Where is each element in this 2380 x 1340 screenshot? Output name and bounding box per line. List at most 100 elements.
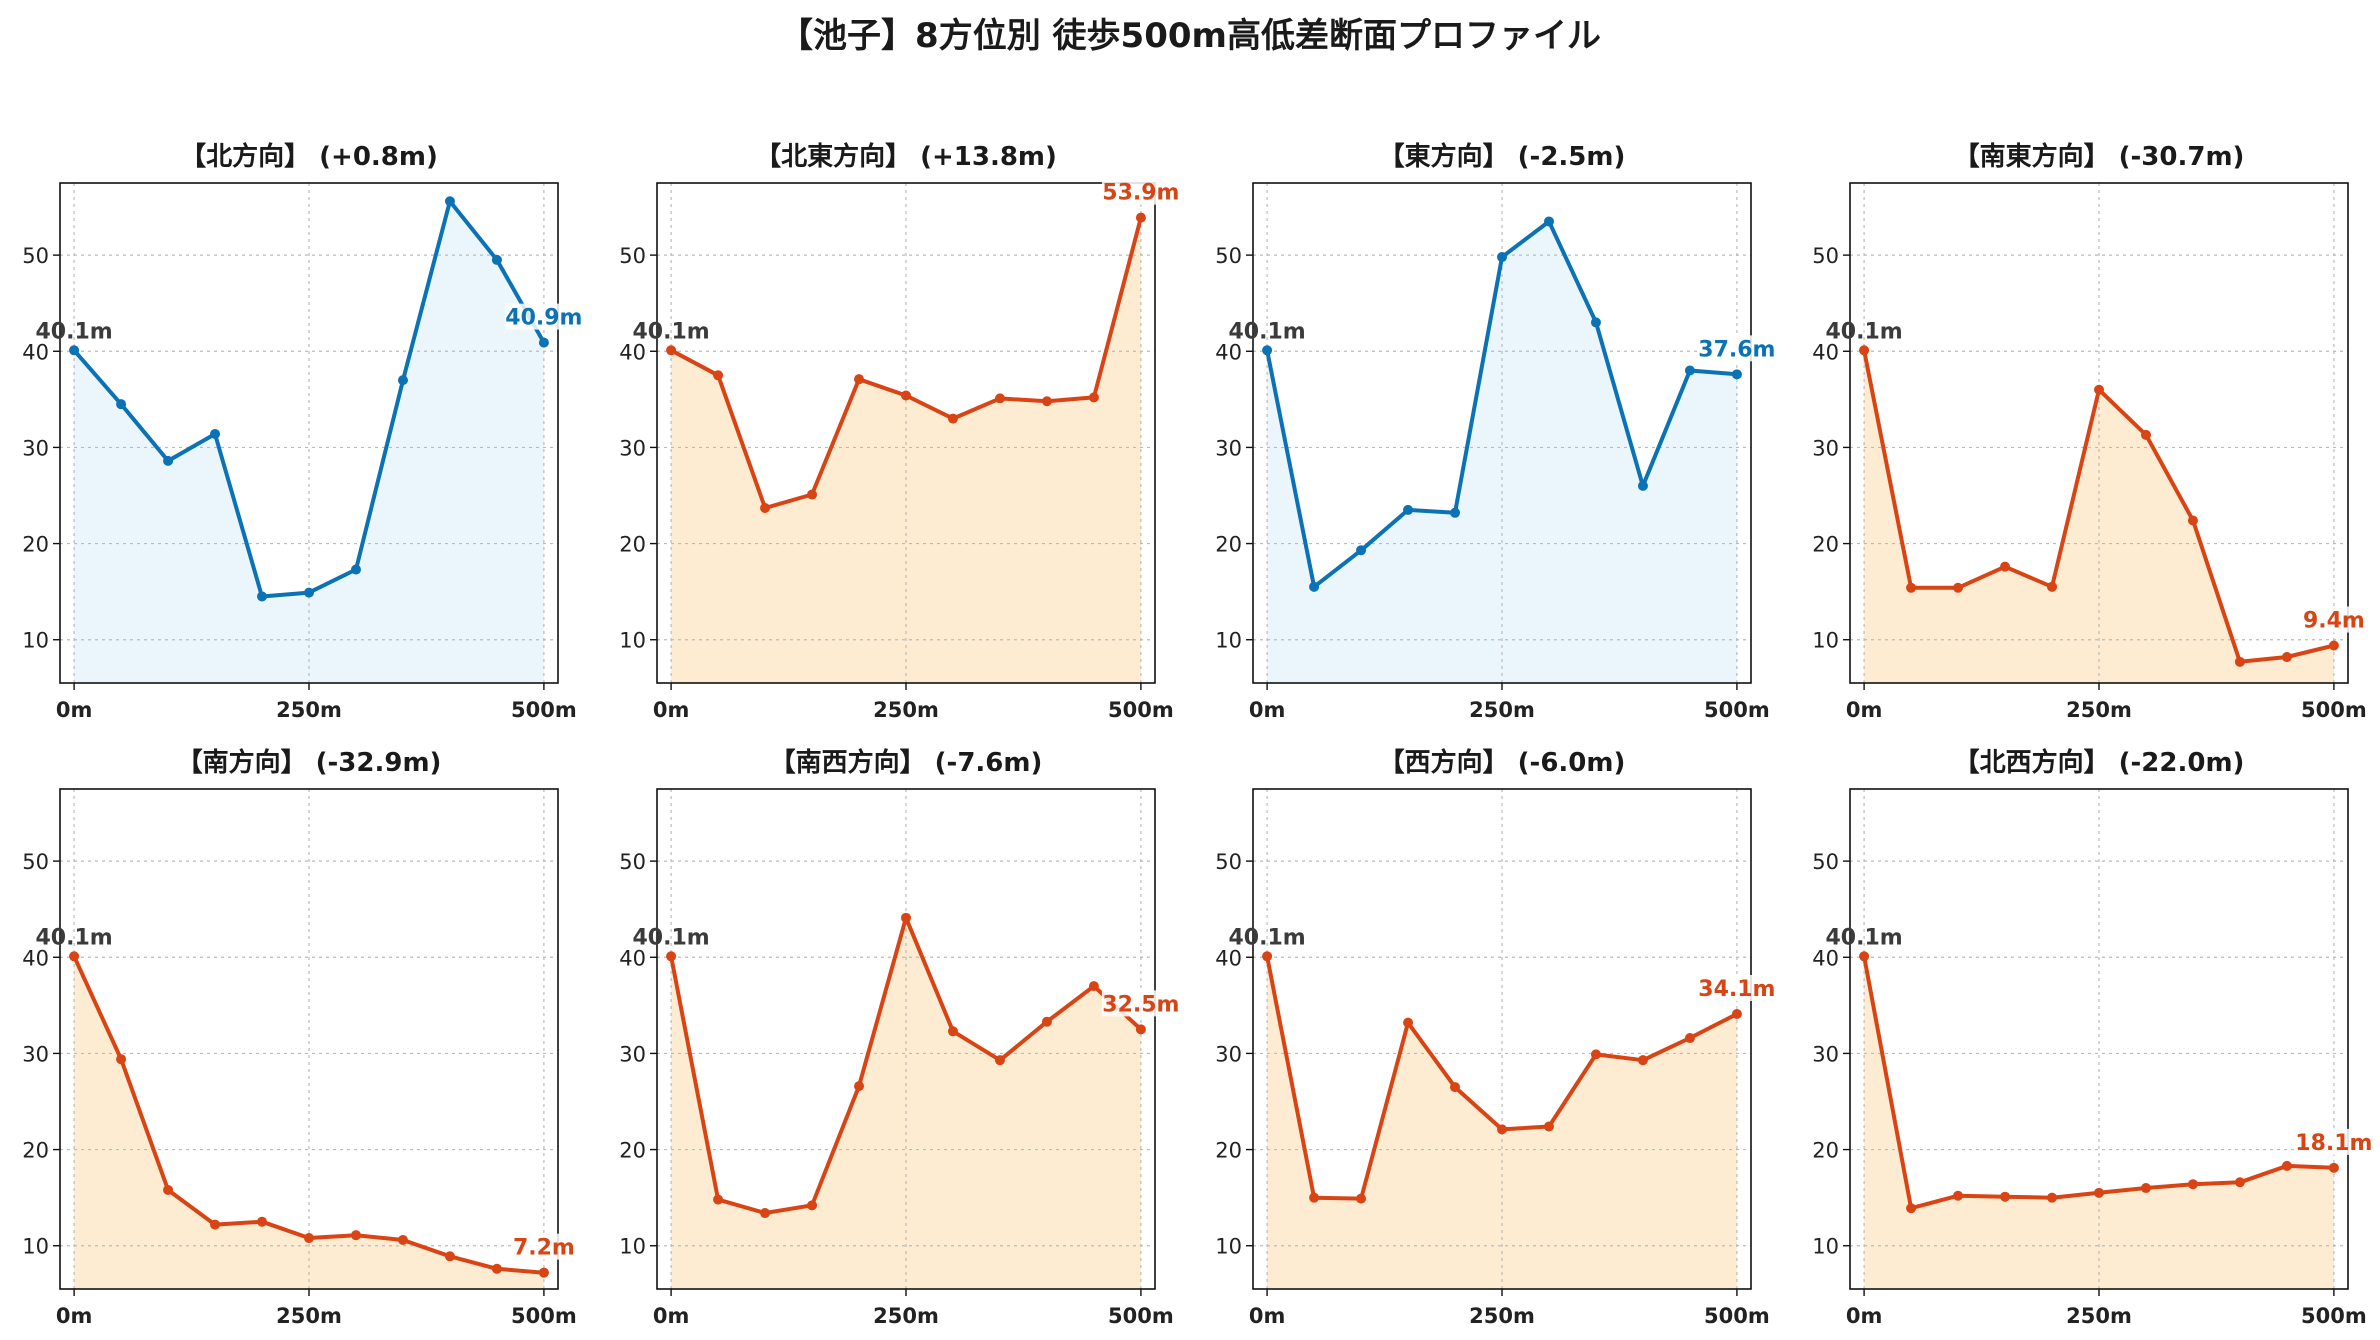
y-tick-label: 30 xyxy=(1215,436,1242,460)
data-point xyxy=(1356,545,1367,556)
y-tick-label: 50 xyxy=(22,244,49,268)
data-point xyxy=(1041,1016,1052,1027)
y-tick-label: 30 xyxy=(1215,1042,1242,1066)
chart-title: 【北東方向】 (+13.8m) xyxy=(755,141,1057,172)
data-point xyxy=(538,1267,549,1278)
x-tick-label: 250m xyxy=(1469,698,1535,722)
chart-title: 【北西方向】 (-22.0m) xyxy=(1954,747,2245,778)
end-elevation-label: 9.4m xyxy=(2303,609,2365,634)
chart-title: 【南方向】 (-32.9m) xyxy=(177,747,442,778)
data-point xyxy=(2234,656,2245,667)
x-tick-label: 500m xyxy=(1704,698,1770,722)
data-point xyxy=(257,591,268,602)
data-point xyxy=(713,1194,724,1205)
y-tick-label: 20 xyxy=(1215,1139,1242,1163)
data-point xyxy=(1262,345,1273,356)
x-tick-label: 500m xyxy=(1108,698,1174,722)
y-tick-label: 30 xyxy=(619,436,646,460)
data-point xyxy=(2094,384,2104,395)
data-point xyxy=(1906,1203,1917,1214)
data-point xyxy=(1497,1124,1507,1135)
y-tick-label: 20 xyxy=(22,1139,49,1163)
area-fill xyxy=(1864,350,2334,683)
data-point xyxy=(163,455,174,466)
x-tick-label: 0m xyxy=(56,698,93,722)
data-point xyxy=(2094,1187,2104,1198)
x-tick-label: 500m xyxy=(511,698,577,722)
end-label-backing xyxy=(1101,178,1180,205)
end-elevation-label: 34.1m xyxy=(1698,977,1775,1002)
data-point xyxy=(1088,392,1099,403)
data-point xyxy=(1953,1190,1964,1201)
y-tick-label: 20 xyxy=(1812,533,1839,557)
start-elevation-label: 40.1m xyxy=(1228,319,1305,344)
data-point xyxy=(1450,1082,1461,1093)
data-point xyxy=(210,428,221,439)
data-point xyxy=(1953,582,1964,593)
data-point xyxy=(350,1230,361,1241)
end-elevation-label: 53.9m xyxy=(1102,181,1179,206)
chart-title: 【南東方向】 (-30.7m) xyxy=(1954,141,2245,172)
end-label-backing xyxy=(1697,975,1776,1001)
data-point xyxy=(444,196,455,207)
data-point xyxy=(807,1200,818,1211)
y-tick-label: 50 xyxy=(1812,244,1839,268)
area-fill xyxy=(1864,956,2334,1289)
data-point xyxy=(2140,429,2151,440)
data-point xyxy=(1731,1009,1742,1019)
y-tick-label: 40 xyxy=(1812,340,1839,364)
x-tick-label: 0m xyxy=(653,1304,690,1328)
data-point xyxy=(397,375,408,386)
data-point xyxy=(1859,345,1870,356)
start-elevation-label: 40.1m xyxy=(35,925,112,950)
data-point xyxy=(116,399,127,410)
data-point xyxy=(1356,1193,1367,1204)
chart-title: 【東方向】 (-2.5m) xyxy=(1379,141,1626,172)
data-point xyxy=(2047,581,2058,592)
end-label-backing xyxy=(2301,606,2366,633)
y-tick-label: 10 xyxy=(22,1235,49,1259)
x-tick-label: 500m xyxy=(2301,698,2367,722)
data-point xyxy=(2328,1162,2339,1173)
start-elevation-label: 40.1m xyxy=(632,925,709,950)
area-fill xyxy=(671,917,1141,1289)
data-point xyxy=(69,345,80,356)
x-tick-label: 250m xyxy=(276,698,342,722)
area-fill xyxy=(1267,956,1737,1289)
y-tick-label: 50 xyxy=(22,850,49,874)
y-tick-label: 40 xyxy=(1812,946,1839,970)
y-tick-label: 20 xyxy=(619,1139,646,1163)
data-point xyxy=(947,1026,958,1037)
data-point xyxy=(2140,1183,2151,1194)
data-point xyxy=(901,390,911,401)
y-tick-label: 10 xyxy=(619,1235,646,1259)
data-point xyxy=(807,489,818,500)
chart-title: 【北方向】 (+0.8m) xyxy=(180,141,438,172)
y-tick-label: 40 xyxy=(22,946,49,970)
y-tick-label: 50 xyxy=(1812,850,1839,874)
x-tick-label: 500m xyxy=(1108,1304,1174,1328)
data-point xyxy=(1262,951,1273,962)
y-tick-label: 50 xyxy=(1215,850,1242,874)
data-point xyxy=(1906,582,1917,593)
chart-title: 【南西方向】 (-7.6m) xyxy=(770,747,1043,778)
data-point xyxy=(1135,212,1146,223)
area-fill xyxy=(74,956,544,1289)
data-point xyxy=(69,951,80,962)
data-point xyxy=(1859,951,1870,962)
area-fill xyxy=(74,201,544,684)
start-elevation-label: 40.1m xyxy=(1825,319,1902,344)
data-point xyxy=(1731,369,1742,380)
x-tick-label: 0m xyxy=(56,1304,93,1328)
data-point xyxy=(947,413,958,424)
x-tick-label: 250m xyxy=(276,1304,342,1328)
data-point xyxy=(1637,1055,1648,1066)
end-elevation-label: 40.9m xyxy=(505,306,582,331)
data-point xyxy=(1041,396,1052,407)
